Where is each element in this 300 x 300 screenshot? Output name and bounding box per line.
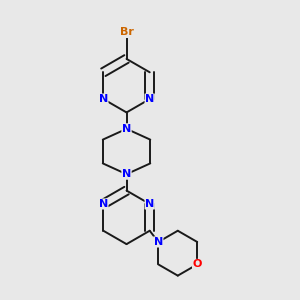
Text: N: N bbox=[122, 124, 131, 134]
Text: N: N bbox=[99, 94, 108, 104]
Text: N: N bbox=[122, 169, 131, 179]
Text: N: N bbox=[154, 237, 163, 247]
Text: N: N bbox=[99, 199, 108, 209]
Text: N: N bbox=[145, 94, 154, 104]
Text: Br: Br bbox=[120, 27, 134, 37]
Text: O: O bbox=[193, 260, 202, 269]
Text: N: N bbox=[145, 199, 154, 209]
